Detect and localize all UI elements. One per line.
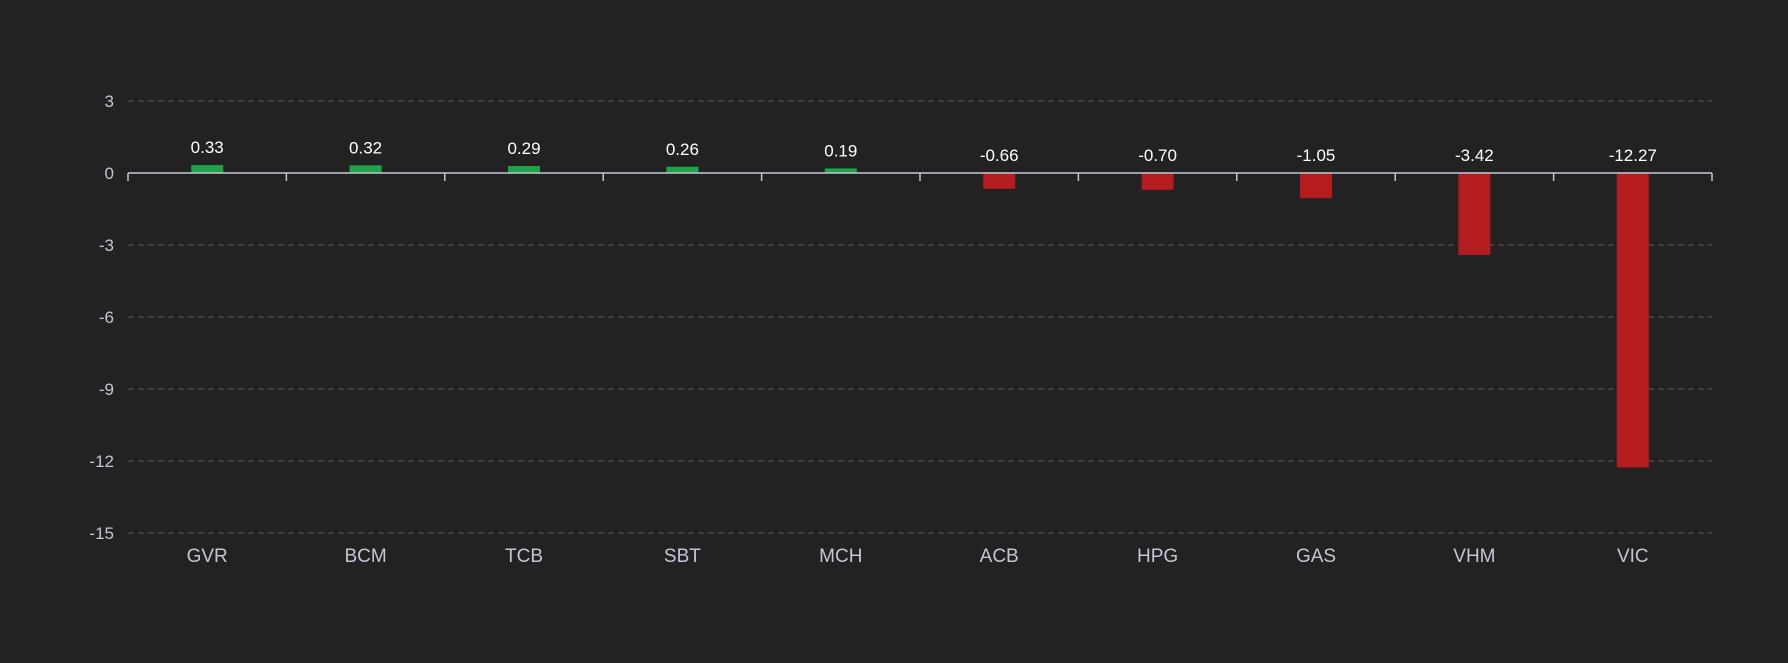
data-label: -1.05 [1297,146,1336,165]
data-label: -3.42 [1455,146,1494,165]
data-label: 0.19 [824,141,857,160]
data-label: 0.29 [507,139,540,158]
data-label: -12.27 [1609,146,1657,165]
bar-hpg[interactable] [1141,173,1174,190]
x-tick-label: ACB [980,546,1019,567]
bar-vic[interactable] [1616,173,1649,468]
y-tick-label: 3 [105,92,114,111]
data-label: -0.70 [1138,146,1177,165]
data-labels: 0.33 0.32 0.29 0.26 0.19 -0.66 -0.70 -1.05 -3.42… [191,138,1657,165]
data-label: -0.66 [980,146,1019,165]
bar-sbt[interactable] [666,166,699,173]
bar-bcm[interactable] [349,165,382,173]
y-axis-ticks: 3 0 -3 -6 -9 -12 -15 [89,92,114,543]
zero-axis [127,172,1713,181]
bar-gvr[interactable] [191,165,224,173]
bar-mch[interactable] [824,168,857,173]
y-tick-label: -3 [99,236,114,255]
x-tick-label: VIC [1617,546,1649,567]
y-tick-label: 0 [105,164,114,183]
bars [191,165,1649,468]
y-tick-label: -12 [89,452,114,471]
bar-tcb[interactable] [508,166,540,173]
x-tick-label: VHM [1453,546,1495,567]
x-tick-label: SBT [664,546,701,567]
gridlines [128,100,1712,534]
y-tick-label: -15 [89,524,114,543]
y-tick-label: -6 [99,308,114,327]
bar-vhm[interactable] [1458,173,1491,256]
x-tick-label: BCM [344,546,386,567]
x-tick-label: HPG [1137,546,1178,567]
y-tick-label: -9 [99,380,114,399]
x-tick-label: GAS [1296,546,1336,567]
bar-acb[interactable] [983,173,1016,189]
data-label: 0.32 [349,138,382,157]
data-label: 0.26 [666,140,699,159]
data-label: 0.33 [191,138,224,157]
x-tick-label: GVR [187,546,228,567]
bar-gas[interactable] [1300,173,1332,199]
x-axis-ticks: GVR BCM TCB SBT MCH ACB HPG GAS VHM VIC [187,546,1649,567]
x-tick-label: MCH [819,546,862,567]
x-tick-label: TCB [505,546,543,567]
